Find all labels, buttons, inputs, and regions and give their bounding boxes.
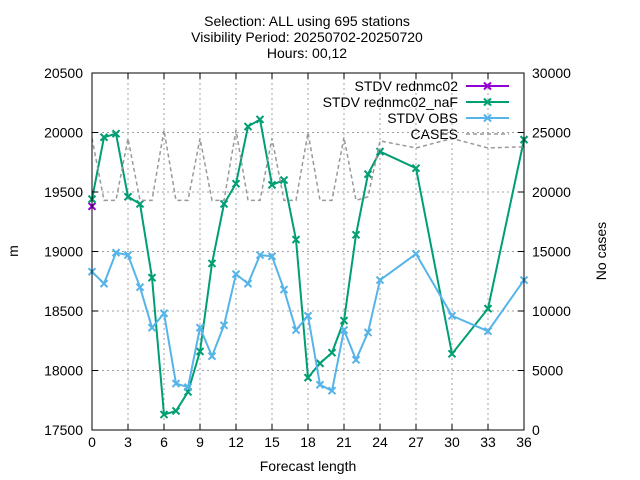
series-2-point xyxy=(135,199,145,209)
series-2-point xyxy=(279,175,289,185)
y-axis-label: m xyxy=(5,245,21,257)
series-2-point xyxy=(147,273,157,282)
chart-title-line-1: Selection: ALL using 695 stations xyxy=(204,13,410,29)
series-3 xyxy=(87,248,529,395)
series-2-point xyxy=(327,348,337,357)
series-2-point xyxy=(267,180,277,190)
series-3-point xyxy=(351,355,361,364)
series-2-point xyxy=(255,115,265,124)
series-2-point xyxy=(231,179,241,188)
series-2-point xyxy=(411,163,421,173)
legend-marker xyxy=(483,81,492,91)
series-2-point xyxy=(351,230,361,240)
chart-title-line-2: Visibility Period: 20250702-20250720 xyxy=(191,29,423,45)
series-2-point xyxy=(447,349,457,359)
series-2-point xyxy=(111,129,121,138)
series-2-point xyxy=(195,347,205,356)
x-tick-label: 30 xyxy=(444,434,460,450)
x-tick-label: 33 xyxy=(480,434,496,450)
series-2-point xyxy=(291,235,301,244)
series-3-point xyxy=(483,327,493,336)
series-3-point xyxy=(411,249,421,259)
y-tick-label: 17500 xyxy=(44,422,83,438)
series-3-point xyxy=(339,325,349,335)
series-2-point xyxy=(363,169,373,179)
x-tick-label: 12 xyxy=(228,434,244,450)
series-3-point xyxy=(195,323,205,332)
legend-label: STDV rednmc02_naF xyxy=(323,94,458,110)
y-tick-label: 18500 xyxy=(44,303,83,319)
series-2-point xyxy=(171,406,181,416)
x-tick-label: 6 xyxy=(160,434,168,450)
series-3-point xyxy=(99,279,109,288)
series-3-point xyxy=(315,380,325,389)
series-3-point xyxy=(123,250,133,260)
series-2-point xyxy=(243,122,253,131)
x-tick-label: 21 xyxy=(336,434,352,450)
y2-tick-label: 0 xyxy=(532,422,540,438)
y2-tick-label: 10000 xyxy=(532,303,571,319)
series-3-point xyxy=(447,311,457,320)
series-3-point xyxy=(291,325,301,335)
series-3-point xyxy=(207,352,217,361)
x-tick-label: 24 xyxy=(372,434,388,450)
legend-label: CASES xyxy=(411,126,458,142)
x-tick-label: 36 xyxy=(516,434,532,450)
y2-tick-label: 30000 xyxy=(532,65,571,81)
series-3-point xyxy=(231,269,241,279)
grid xyxy=(92,73,524,430)
series-2-point xyxy=(123,192,133,201)
series-3-point xyxy=(183,382,193,392)
chart-title-line-3: Hours: 00,12 xyxy=(267,45,347,61)
y2-tick-label: 25000 xyxy=(532,125,571,141)
series-3-point xyxy=(267,252,277,261)
legend-label: STDV rednmc02 xyxy=(355,78,459,94)
series-2-point xyxy=(303,373,313,382)
x-axis-label: Forecast length xyxy=(260,458,357,474)
series-3-point xyxy=(111,248,121,257)
x-tick-label: 18 xyxy=(300,434,316,450)
y-tick-label: 20000 xyxy=(44,125,83,141)
x-tick-label: 3 xyxy=(124,434,132,450)
axis-ticks: 0 3 6 9 12 15 18 21 24 27 30 33 36175001800018500190… xyxy=(44,65,571,450)
series-3-point xyxy=(363,328,373,337)
series-2-point xyxy=(339,316,349,325)
series-2-point xyxy=(219,199,229,209)
series-3-point xyxy=(243,279,253,288)
y-tick-label: 20500 xyxy=(44,65,83,81)
series-2-point xyxy=(159,410,169,419)
series-3-point xyxy=(147,323,157,332)
legend-marker xyxy=(483,97,492,107)
series-2-point xyxy=(207,259,217,268)
x-tick-label: 15 xyxy=(264,434,280,450)
x-tick-label: 27 xyxy=(408,434,424,450)
series-3-point xyxy=(255,250,265,260)
series-3-point xyxy=(327,386,337,395)
x-tick-label: 9 xyxy=(196,434,204,450)
y-tick-label: 19000 xyxy=(44,244,83,260)
series-3-point xyxy=(375,275,385,285)
y-tick-label: 18000 xyxy=(44,363,83,379)
series-3-point xyxy=(279,285,289,294)
series-3-point xyxy=(303,311,313,320)
series-3-point xyxy=(171,379,181,388)
series-3-point xyxy=(159,309,169,318)
legend-label: STDV OBS xyxy=(387,110,458,126)
y2-tick-label: 5000 xyxy=(532,363,563,379)
series-4 xyxy=(91,129,525,202)
y-tick-label: 19500 xyxy=(44,184,83,200)
y2-tick-label: 20000 xyxy=(532,184,571,200)
series-2-point xyxy=(99,133,109,142)
y2-tick-label: 15000 xyxy=(532,244,571,260)
legend-marker xyxy=(483,113,492,123)
series-3-point xyxy=(135,282,145,292)
x-tick-label: 0 xyxy=(88,434,96,450)
series-4-line xyxy=(91,129,525,202)
series-2-point xyxy=(483,304,493,313)
series-3-point xyxy=(219,321,229,330)
y2-axis-label: No cases xyxy=(593,222,609,280)
